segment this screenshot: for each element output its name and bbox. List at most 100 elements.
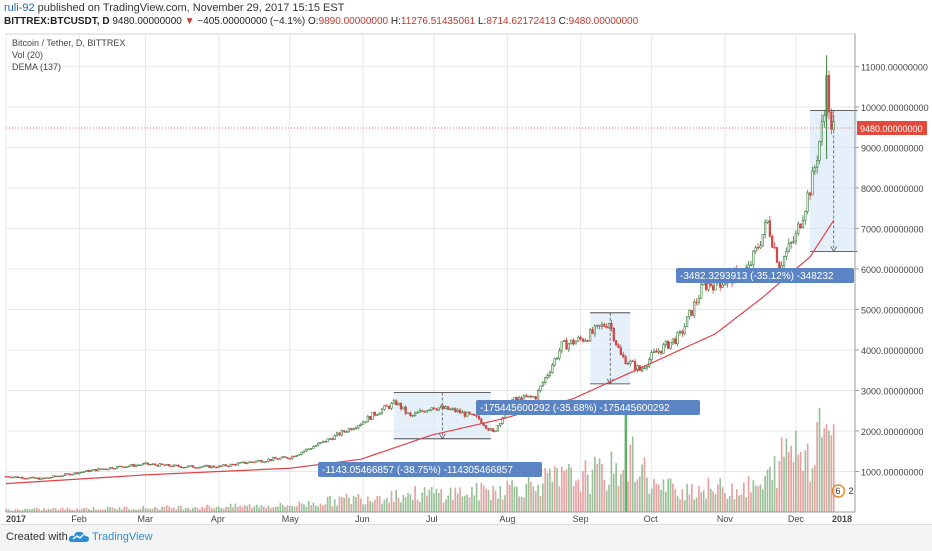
volume-bar [168, 506, 171, 512]
volume-bar [201, 506, 204, 512]
volume-bar [679, 499, 681, 512]
volume-bar [118, 507, 121, 512]
candle-body [456, 409, 459, 412]
candle [118, 465, 121, 468]
volume-bar [452, 499, 454, 512]
candle [345, 430, 348, 433]
candle [66, 473, 69, 475]
candle [449, 407, 452, 411]
candle-body [425, 410, 429, 413]
candle-body [461, 411, 464, 414]
candle-body [591, 329, 594, 334]
legend-entry: Vol (20) [12, 50, 43, 60]
candle [172, 464, 176, 467]
candle [581, 338, 585, 343]
x-tick-label: Aug [499, 514, 515, 524]
candle-body [787, 243, 790, 252]
candle [203, 464, 206, 467]
candle-body [7, 476, 10, 478]
candle [75, 472, 79, 475]
candle-body [286, 456, 289, 459]
author-link[interactable]: ruli-92 [4, 2, 35, 14]
candle [369, 415, 372, 421]
candle-body [11, 476, 15, 479]
candle [305, 448, 308, 452]
volume-bar [165, 505, 168, 512]
candle [823, 109, 826, 128]
candle-body [605, 326, 608, 329]
volume-badge-number: 2 [848, 486, 853, 496]
candle-body [45, 477, 48, 479]
volume-bar [258, 507, 260, 512]
candle [600, 321, 604, 330]
candle-body [827, 75, 831, 113]
candle-body [331, 438, 334, 440]
volume-bar [622, 470, 625, 512]
volume-bar [267, 505, 270, 512]
candle [59, 475, 62, 478]
candle-body [21, 476, 24, 479]
volume-bar [437, 492, 440, 512]
volume-bar [12, 510, 14, 512]
candle [463, 410, 466, 419]
volume-bar [473, 495, 476, 512]
candle-body [90, 469, 93, 473]
volume-bar [693, 499, 696, 512]
candle [685, 316, 689, 327]
candle [603, 322, 606, 328]
volume-bar [735, 489, 738, 512]
volume-bar [544, 467, 547, 512]
price-chart[interactable]: -1143.05466857 (-38.75%) -114305466857 -1… [0, 30, 932, 524]
candle [198, 466, 202, 469]
volume-bar [163, 506, 166, 512]
candle-body [487, 428, 490, 431]
legend-entry: Bitcoin / Tether, D, BITTREX [12, 38, 125, 48]
candle-body [56, 475, 60, 478]
candle [652, 348, 656, 354]
candle [144, 462, 147, 465]
tradingview-brand[interactable]: TradingView [92, 531, 153, 543]
candle [312, 445, 315, 449]
candle [567, 342, 570, 353]
candle-body [782, 256, 786, 266]
x-tick-label: Mar [138, 514, 154, 524]
candle-body [626, 363, 630, 365]
volume-bar [232, 507, 234, 512]
volume-bar [695, 497, 698, 512]
candle-body [534, 396, 537, 400]
volume-bar [773, 456, 776, 512]
volume-bar [147, 508, 149, 512]
candle [248, 461, 251, 464]
volume-bar [236, 506, 239, 512]
candle [340, 429, 343, 437]
volume-spike [624, 410, 628, 512]
candle [669, 342, 672, 350]
candle-body [636, 365, 639, 371]
candle-body [678, 331, 682, 333]
candle [9, 476, 12, 479]
candle [383, 404, 386, 411]
volume-bar [530, 481, 532, 512]
candle [719, 282, 722, 292]
x-tick-label: Sep [573, 514, 589, 524]
candle [425, 410, 429, 413]
volume-bar [402, 494, 405, 512]
volume-bar [660, 489, 662, 512]
candle-body [205, 465, 209, 467]
candle-body [416, 412, 419, 414]
candle-body [255, 460, 258, 463]
candle-body [14, 476, 17, 478]
volume-bar [790, 445, 792, 512]
candle-body [276, 458, 280, 460]
volume-bar [534, 491, 537, 512]
candle-body [340, 430, 343, 436]
candle [690, 310, 693, 316]
tradingview-cloud-icon [68, 531, 89, 542]
candle-body [243, 461, 246, 464]
volume-bar [825, 424, 828, 512]
y-tick-label: 9000.00000000 [861, 143, 924, 153]
candle-body [816, 160, 819, 168]
candle-body [238, 462, 242, 464]
volume-bar [681, 489, 684, 512]
volume-bar [260, 505, 263, 512]
